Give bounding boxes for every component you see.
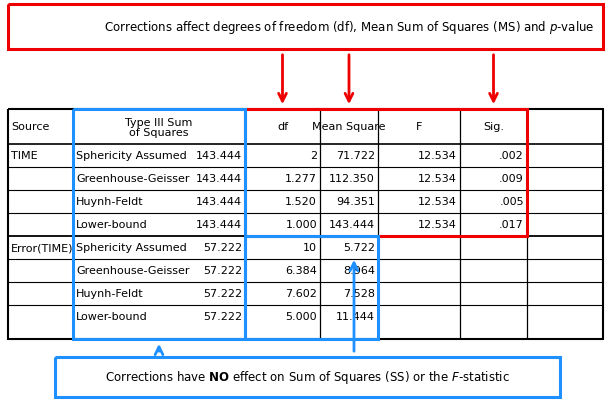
Text: .005: .005 <box>499 197 524 207</box>
Text: 11.444: 11.444 <box>336 312 375 322</box>
Text: Sphericity Assumed: Sphericity Assumed <box>76 243 187 253</box>
Text: Mean Square: Mean Square <box>312 122 386 132</box>
Text: Sig.: Sig. <box>483 122 504 132</box>
Text: 94.351: 94.351 <box>336 197 375 207</box>
Text: 12.534: 12.534 <box>418 151 457 161</box>
Text: Source: Source <box>11 122 49 132</box>
Text: 2: 2 <box>310 151 317 161</box>
Text: 143.444: 143.444 <box>329 220 375 230</box>
Text: 143.444: 143.444 <box>196 174 242 184</box>
Text: Sphericity Assumed: Sphericity Assumed <box>76 151 187 161</box>
Text: 12.534: 12.534 <box>418 197 457 207</box>
Text: Huynh-Feldt: Huynh-Feldt <box>76 197 144 207</box>
Text: 143.444: 143.444 <box>196 151 242 161</box>
Text: 10: 10 <box>303 243 317 253</box>
Text: 57.222: 57.222 <box>203 289 242 299</box>
Text: 1.520: 1.520 <box>285 197 317 207</box>
Text: 5.000: 5.000 <box>285 312 317 322</box>
Text: 1.000: 1.000 <box>285 220 317 230</box>
Text: 7.602: 7.602 <box>285 289 317 299</box>
Text: 5.722: 5.722 <box>343 243 375 253</box>
Text: Huynh-Feldt: Huynh-Feldt <box>76 289 144 299</box>
Text: 143.444: 143.444 <box>196 220 242 230</box>
Text: 112.350: 112.350 <box>329 174 375 184</box>
Text: 6.384: 6.384 <box>285 266 317 276</box>
Text: Corrections affect degrees of freedom (df), Mean Sum of Squares (MS) and $p$-val: Corrections affect degrees of freedom (d… <box>104 19 594 36</box>
Text: Greenhouse-Geisser: Greenhouse-Geisser <box>76 174 189 184</box>
Text: 12.534: 12.534 <box>418 174 457 184</box>
Text: 1.277: 1.277 <box>285 174 317 184</box>
Text: Greenhouse-Geisser: Greenhouse-Geisser <box>76 266 189 276</box>
Text: of Squares: of Squares <box>130 128 189 138</box>
Text: Lower-bound: Lower-bound <box>76 220 148 230</box>
Text: 71.722: 71.722 <box>336 151 375 161</box>
Text: Error(TIME): Error(TIME) <box>11 243 73 253</box>
Text: 57.222: 57.222 <box>203 266 242 276</box>
Text: 57.222: 57.222 <box>203 312 242 322</box>
Text: Type III Sum: Type III Sum <box>125 117 192 127</box>
Text: 57.222: 57.222 <box>203 243 242 253</box>
Text: TIME: TIME <box>11 151 38 161</box>
Text: F: F <box>416 122 422 132</box>
Text: 143.444: 143.444 <box>196 197 242 207</box>
Text: Lower-bound: Lower-bound <box>76 312 148 322</box>
Text: .017: .017 <box>499 220 524 230</box>
Text: Corrections have $\mathbf{NO}$ effect on Sum of Squares (SS) or the $\it{F}$-sta: Corrections have $\mathbf{NO}$ effect on… <box>105 369 510 386</box>
Text: df: df <box>277 122 288 132</box>
Text: 7.528: 7.528 <box>343 289 375 299</box>
Text: .009: .009 <box>499 174 524 184</box>
Text: 8.964: 8.964 <box>343 266 375 276</box>
Text: 12.534: 12.534 <box>418 220 457 230</box>
Text: .002: .002 <box>499 151 524 161</box>
